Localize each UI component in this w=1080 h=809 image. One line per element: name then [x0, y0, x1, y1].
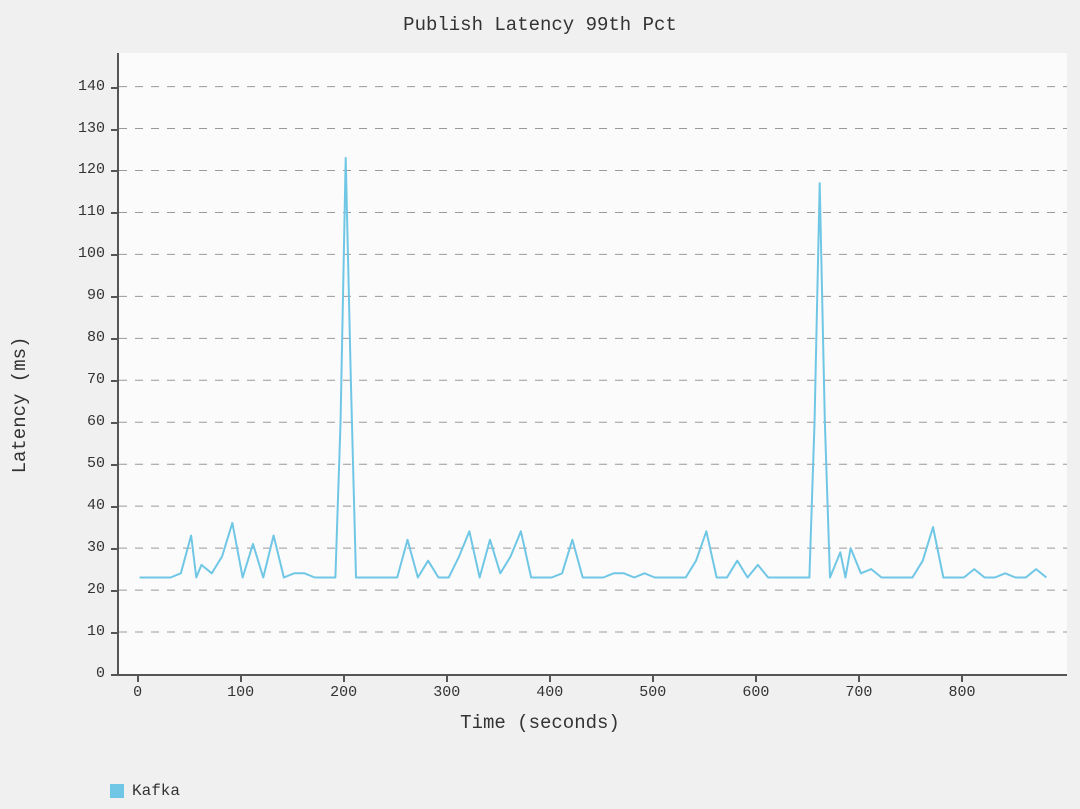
x-tick-mark: [240, 676, 242, 682]
y-tick-label: 110: [78, 203, 105, 220]
y-tick-label: 140: [78, 78, 105, 95]
x-tick-label: 500: [639, 684, 666, 701]
x-tick-mark: [549, 676, 551, 682]
y-tick-mark: [111, 464, 117, 466]
legend-label-kafka: Kafka: [132, 782, 180, 800]
y-tick-label: 100: [78, 245, 105, 262]
x-tick-mark: [961, 676, 963, 682]
y-tick-mark: [111, 212, 117, 214]
x-tick-mark: [343, 676, 345, 682]
y-tick-label: 120: [78, 161, 105, 178]
y-tick-mark: [111, 254, 117, 256]
y-tick-label: 20: [87, 581, 105, 598]
legend: Kafka: [110, 782, 180, 800]
y-tick-mark: [111, 590, 117, 592]
x-tick-label: 800: [948, 684, 975, 701]
x-tick-mark: [755, 676, 757, 682]
plot-area: [117, 53, 1067, 676]
x-tick-label: 0: [133, 684, 142, 701]
y-tick-mark: [111, 380, 117, 382]
y-tick-label: 70: [87, 371, 105, 388]
y-tick-mark: [111, 422, 117, 424]
y-tick-mark: [111, 87, 117, 89]
plot-svg: [119, 53, 1067, 674]
y-tick-mark: [111, 506, 117, 508]
y-tick-mark: [111, 338, 117, 340]
y-tick-mark: [111, 548, 117, 550]
y-tick-mark: [111, 129, 117, 131]
y-tick-label: 60: [87, 413, 105, 430]
y-tick-label: 0: [96, 665, 105, 682]
x-tick-label: 700: [845, 684, 872, 701]
x-tick-label: 600: [742, 684, 769, 701]
x-tick-mark: [652, 676, 654, 682]
y-tick-label: 50: [87, 455, 105, 472]
y-tick-mark: [111, 674, 117, 676]
y-tick-label: 90: [87, 287, 105, 304]
x-tick-label: 400: [536, 684, 563, 701]
y-tick-label: 10: [87, 623, 105, 640]
y-tick-mark: [111, 170, 117, 172]
x-tick-label: 200: [330, 684, 357, 701]
y-tick-mark: [111, 632, 117, 634]
x-tick-label: 300: [433, 684, 460, 701]
x-axis-label: Time (seconds): [0, 712, 1080, 734]
series-kafka: [140, 158, 1047, 578]
x-tick-mark: [137, 676, 139, 682]
y-tick-mark: [111, 296, 117, 298]
x-tick-label: 100: [227, 684, 254, 701]
y-tick-label: 30: [87, 539, 105, 556]
legend-swatch-kafka: [110, 784, 124, 798]
y-axis-label: Latency (ms): [9, 336, 31, 473]
x-tick-mark: [446, 676, 448, 682]
chart-title: Publish Latency 99th Pct: [0, 14, 1080, 36]
y-tick-label: 80: [87, 329, 105, 346]
y-tick-label: 130: [78, 120, 105, 137]
y-tick-label: 40: [87, 497, 105, 514]
latency-chart: Publish Latency 99th Pct Latency (ms) 0 1…: [0, 0, 1080, 809]
x-tick-mark: [858, 676, 860, 682]
